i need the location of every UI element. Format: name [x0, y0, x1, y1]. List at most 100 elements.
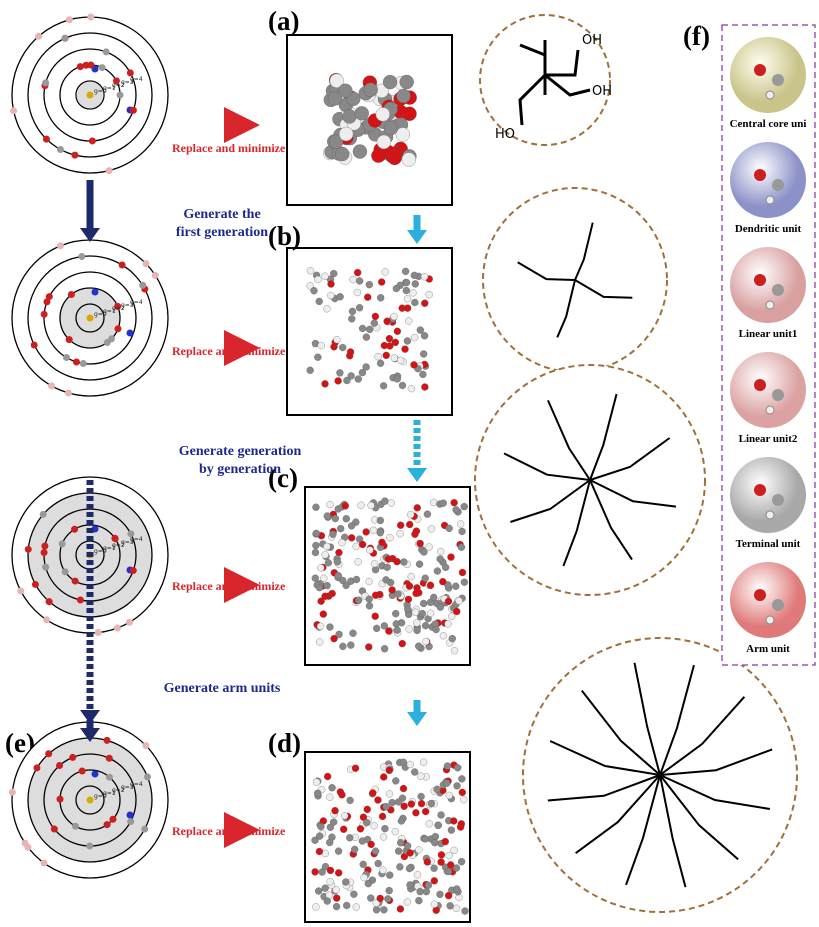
- atom: [40, 859, 48, 867]
- atom: [358, 540, 367, 549]
- step-label: by generation: [199, 462, 281, 477]
- arrow-head: [407, 712, 427, 726]
- atom: [415, 896, 423, 905]
- atom: [765, 195, 775, 205]
- atom: [72, 358, 80, 366]
- skeletal-formula: [589, 437, 671, 481]
- atom: [421, 383, 429, 391]
- atom: [348, 307, 357, 316]
- atom: [434, 821, 442, 829]
- atom: [359, 813, 368, 821]
- atom: [40, 310, 48, 318]
- oh-label: HO: [495, 127, 515, 142]
- atom: [332, 902, 341, 911]
- atom: [436, 890, 444, 898]
- atom: [317, 597, 325, 605]
- atom: [421, 622, 430, 630]
- atom: [78, 767, 86, 775]
- atom: [394, 590, 402, 598]
- atom: [772, 494, 784, 506]
- atom: [76, 63, 84, 71]
- atom: [404, 842, 412, 850]
- generation-label: g=1: [103, 85, 116, 92]
- atom: [390, 354, 398, 362]
- atom: [56, 242, 64, 250]
- atom: [371, 612, 379, 620]
- atom: [403, 898, 411, 906]
- atom: [380, 622, 389, 630]
- atom: [33, 764, 41, 772]
- atom: [354, 375, 362, 383]
- atom: [413, 504, 421, 512]
- atom: [315, 297, 323, 306]
- atom: [410, 333, 419, 342]
- atom: [43, 298, 51, 306]
- arrow-head: [407, 468, 427, 482]
- atom: [444, 620, 452, 628]
- atom: [347, 641, 355, 649]
- atom: [407, 800, 416, 808]
- atom: [433, 785, 441, 793]
- atom: [417, 799, 426, 808]
- atom: [63, 354, 71, 362]
- unit-sphere: [730, 37, 806, 113]
- atom: [342, 109, 357, 124]
- generation-label: g=0: [94, 311, 107, 318]
- atom: [420, 332, 429, 340]
- atom: [381, 268, 389, 276]
- atom: [421, 835, 429, 843]
- atom: [460, 502, 468, 511]
- atom: [772, 179, 784, 191]
- atom: [306, 282, 314, 290]
- atom: [405, 582, 414, 590]
- atom: [430, 864, 438, 872]
- atom: [383, 120, 399, 136]
- atom: [346, 834, 354, 842]
- atom: [78, 253, 86, 261]
- atom: [363, 805, 371, 814]
- atom: [458, 527, 466, 536]
- atom: [335, 869, 343, 877]
- atom: [376, 359, 385, 367]
- atom: [378, 538, 386, 547]
- atom: [388, 798, 396, 807]
- atom: [335, 548, 343, 557]
- atom: [422, 887, 430, 896]
- atom: [400, 558, 408, 566]
- atom: [324, 559, 332, 567]
- atom: [315, 583, 324, 592]
- atom: [403, 304, 412, 312]
- generation-label: g=2: [112, 787, 125, 794]
- atom: [45, 598, 53, 606]
- atom: [372, 899, 380, 907]
- atom: [372, 906, 381, 914]
- atom: [367, 501, 375, 510]
- skeletal-formula: [575, 774, 661, 854]
- atom: [321, 884, 329, 892]
- atom: [397, 521, 405, 529]
- atom: [456, 520, 465, 528]
- atom: [359, 860, 367, 868]
- atom: [71, 577, 79, 585]
- atom: [126, 811, 134, 819]
- atom: [321, 592, 329, 600]
- atom: [453, 782, 461, 790]
- atom: [401, 152, 416, 167]
- atom: [330, 269, 338, 278]
- skeletal-formula: [633, 662, 661, 776]
- skeletal-formula: [589, 479, 633, 561]
- atom: [391, 828, 399, 836]
- generation-label: g=2: [112, 542, 125, 549]
- atom: [317, 341, 325, 350]
- atom: [329, 73, 344, 88]
- atom: [409, 289, 417, 297]
- skeletal-formula: [510, 479, 591, 523]
- atom: [56, 795, 64, 803]
- atom: [317, 564, 325, 572]
- unit-sphere: [730, 457, 806, 533]
- atom: [445, 524, 453, 533]
- atom: [393, 327, 402, 335]
- atom: [365, 595, 373, 603]
- generation-label: g=3: [121, 302, 134, 309]
- atom: [314, 353, 322, 361]
